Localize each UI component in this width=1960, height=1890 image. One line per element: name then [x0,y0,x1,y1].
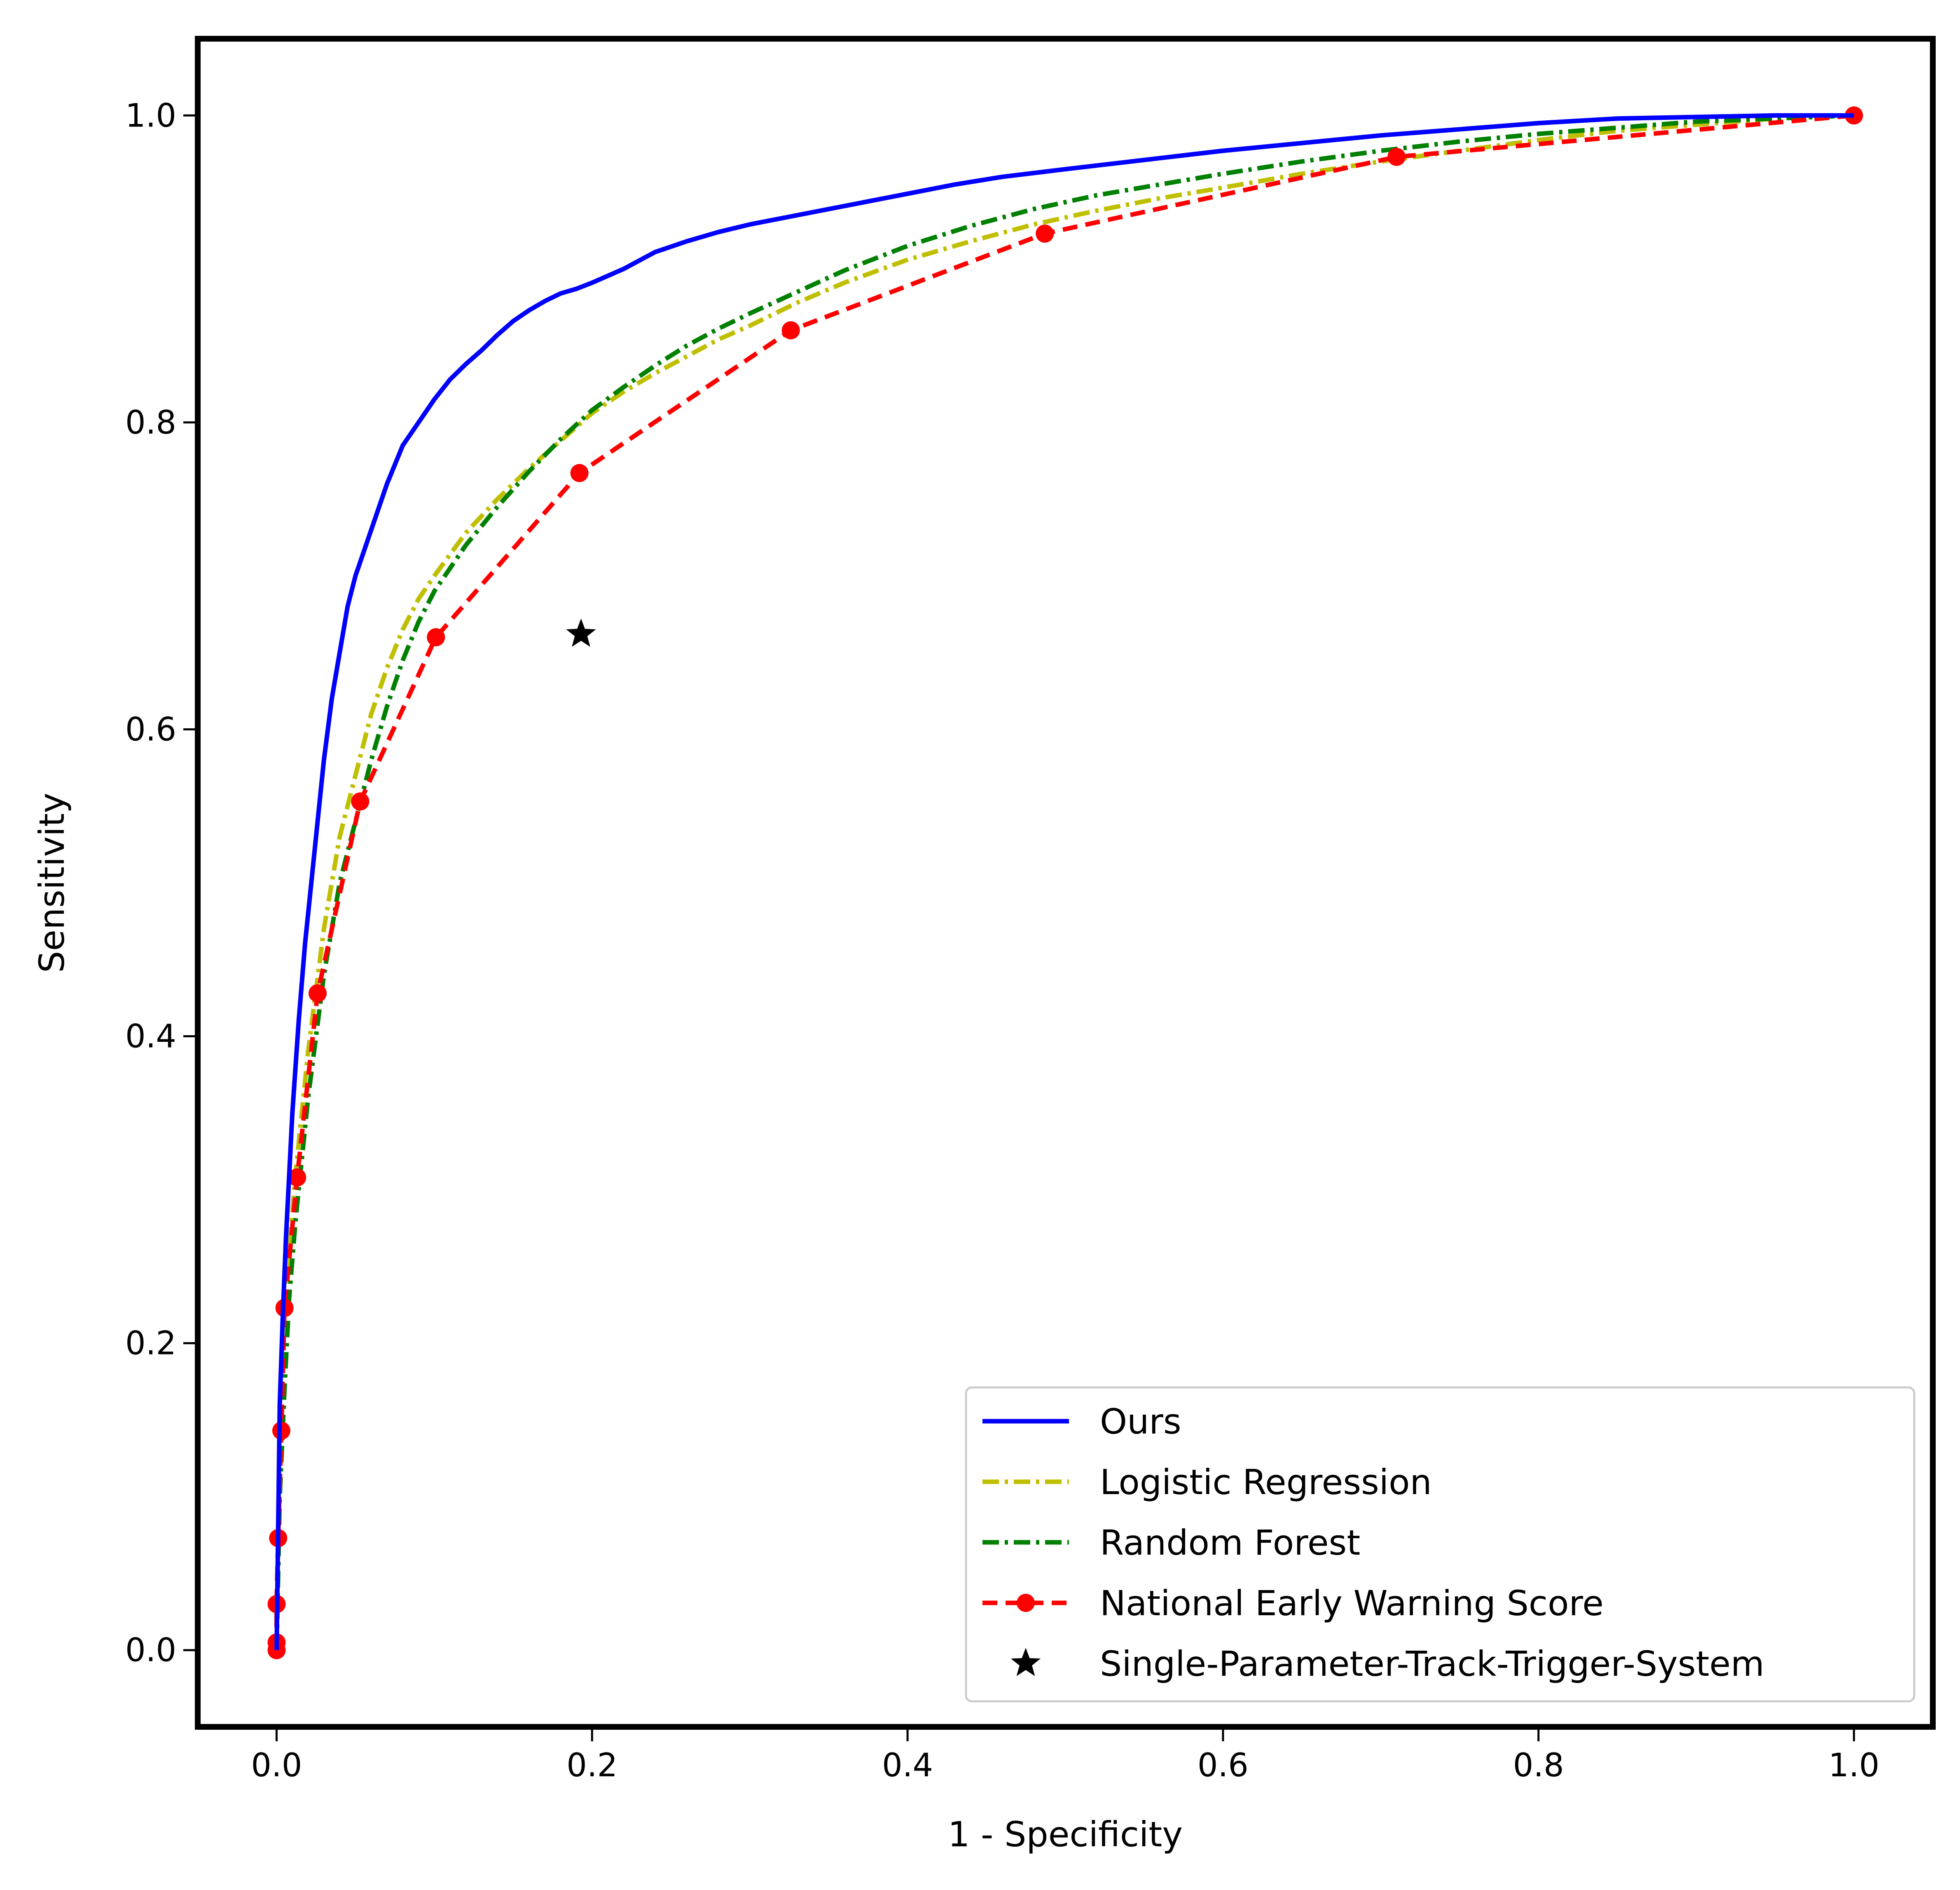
data-point [1036,225,1054,243]
x-tick-label: 0.0 [251,1747,302,1784]
legend-item: Ours [982,1401,1181,1442]
y-tick-label: 0.4 [125,1018,176,1055]
star-marker [566,618,596,647]
x-axis: 0.0 0.2 0.4 0.6 0.8 1.0 [251,1730,1880,1784]
legend-item: National Early Warning Score [982,1583,1604,1623]
series-ours [274,113,1854,1650]
y-tick-label: 0.0 [125,1632,176,1669]
legend-label: Ours [1100,1401,1181,1442]
series-random-forest [274,113,1854,1650]
legend-item: Logistic Regression [982,1462,1432,1502]
data-point [427,628,445,646]
legend-item: Single-Parameter-Track-Trigger-System [1010,1644,1764,1684]
x-axis-label: 1 - Specificity [948,1814,1183,1855]
legend-label: Logistic Regression [1100,1462,1432,1502]
legend-marker [1017,1594,1035,1612]
y-axis: 0.0 0.2 0.4 0.6 0.8 1.0 [125,97,195,1669]
series-line [274,113,1854,1650]
data-point [288,1168,306,1187]
series-line [274,113,1854,1650]
data-point [1845,106,1863,125]
y-axis-label: Sensitivity [32,793,72,973]
legend-box [965,1386,1916,1703]
x-tick-label: 0.8 [1513,1747,1564,1784]
y-tick-label: 0.6 [125,711,176,748]
data-point [1387,147,1406,166]
legend: Ours Logistic Regression Random Forest Nati… [965,1386,1916,1703]
legend-label: Single-Parameter-Track-Trigger-System [1100,1644,1764,1684]
x-tick-label: 1.0 [1829,1747,1880,1784]
legend-item: Random Forest [982,1523,1360,1563]
plot-frame [195,36,1936,1730]
data-point [309,984,327,1003]
x-tick-label: 0.4 [882,1747,933,1784]
data-point [570,464,589,482]
legend-label: National Early Warning Score [1100,1583,1604,1623]
data-point [351,792,370,811]
series-single-parameter-track-trigger-system [566,618,596,647]
x-tick-label: 0.2 [566,1747,617,1784]
legend-label: Random Forest [1100,1523,1360,1563]
x-tick-label: 0.6 [1198,1747,1249,1784]
legend-star-marker [1010,1648,1041,1676]
y-tick-label: 0.8 [125,404,176,441]
data-point [781,321,800,339]
series-layer [267,106,1863,1659]
y-tick-label: 1.0 [125,97,176,134]
y-tick-label: 0.2 [125,1325,176,1362]
